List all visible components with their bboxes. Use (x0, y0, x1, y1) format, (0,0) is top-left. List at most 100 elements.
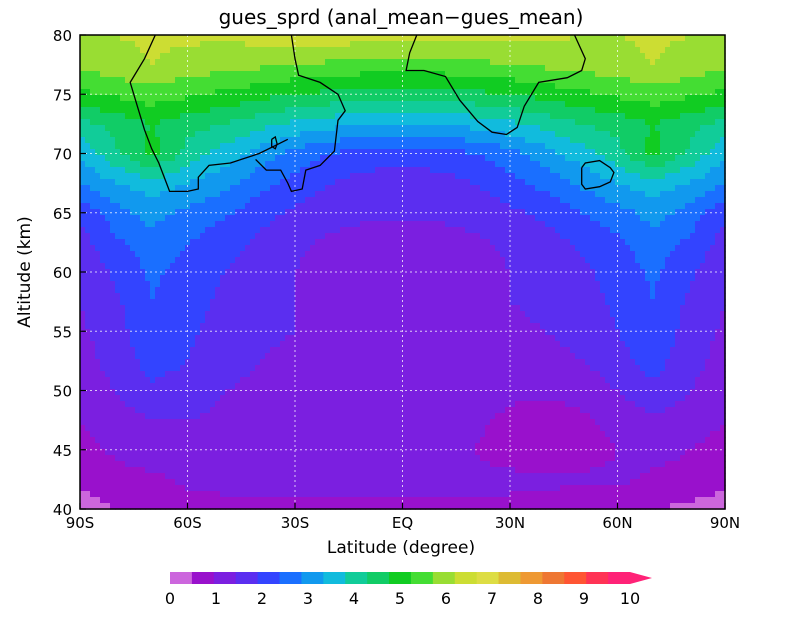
contour-cell (635, 119, 641, 126)
contour-cell (625, 53, 631, 60)
contour-cell (675, 137, 681, 144)
contour-cell (150, 197, 156, 204)
contour-cell (120, 191, 126, 198)
contour-cell (395, 107, 401, 114)
contour-cell (215, 47, 221, 54)
contour-cell (330, 221, 336, 228)
contour-cell (205, 191, 211, 198)
contour-cell (495, 149, 501, 156)
contour-cell (530, 71, 536, 78)
contour-cell (310, 119, 316, 126)
contour-cell (310, 143, 316, 150)
contour-cell (505, 179, 511, 186)
contour-cell (340, 263, 346, 270)
contour-cell (195, 257, 201, 264)
contour-cell (445, 149, 451, 156)
contour-cell (625, 77, 631, 84)
contour-cell (390, 155, 396, 162)
contour-cell (630, 131, 636, 138)
contour-cell (155, 161, 161, 168)
contour-cell (315, 191, 321, 198)
contour-cell (95, 215, 101, 222)
contour-cell (675, 65, 681, 72)
contour-cell (105, 143, 111, 150)
contour-cell (520, 155, 526, 162)
contour-cell (590, 71, 596, 78)
contour-cell (415, 173, 421, 180)
contour-cell (605, 155, 611, 162)
contour-cell (620, 119, 626, 126)
contour-cell (485, 59, 491, 66)
contour-cell (245, 89, 251, 96)
contour-cell (690, 161, 696, 168)
contour-cell (360, 197, 366, 204)
contour-cell (480, 113, 486, 120)
contour-cell (355, 53, 361, 60)
contour-cell (700, 203, 706, 210)
contour-cell (310, 107, 316, 114)
contour-cell (255, 251, 261, 258)
contour-cell (510, 179, 516, 186)
contour-cell (525, 257, 531, 264)
contour-cell (665, 155, 671, 162)
contour-cell (520, 173, 526, 180)
contour-cell (650, 53, 656, 60)
contour-cell (375, 209, 381, 216)
contour-cell (495, 263, 501, 270)
contour-cell (190, 263, 196, 270)
contour-cell (120, 161, 126, 168)
contour-cell (540, 155, 546, 162)
contour-cell (395, 131, 401, 138)
contour-cell (170, 197, 176, 204)
contour-cell (425, 197, 431, 204)
contour-cell (135, 257, 141, 264)
contour-cell (495, 191, 501, 198)
contour-cell (260, 89, 266, 96)
contour-cell (85, 125, 91, 132)
contour-cell (325, 149, 331, 156)
contour-cell (115, 167, 121, 174)
contour-cell (195, 47, 201, 54)
contour-cell (225, 119, 231, 126)
contour-cell (210, 215, 216, 222)
contour-cell (440, 53, 446, 60)
contour-cell (285, 77, 291, 84)
contour-cell (160, 65, 166, 72)
contour-cell (710, 185, 716, 192)
contour-cell (415, 77, 421, 84)
contour-cell (175, 161, 181, 168)
contour-cell (330, 167, 336, 174)
contour-cell (695, 131, 701, 138)
contour-cell (165, 257, 171, 264)
contour-cell (120, 95, 126, 102)
contour-cell (660, 59, 666, 66)
contour-cell (455, 35, 461, 42)
contour-cell (205, 131, 211, 138)
contour-cell (390, 203, 396, 210)
contour-cell (130, 125, 136, 132)
contour-cell (410, 215, 416, 222)
contour-cell (90, 179, 96, 186)
contour-cell (435, 263, 441, 270)
contour-cell (360, 131, 366, 138)
contour-cell (705, 257, 711, 264)
contour-cell (350, 101, 356, 108)
contour-cell (635, 143, 641, 150)
contour-cell (325, 197, 331, 204)
contour-cell (415, 47, 421, 54)
contour-cell (170, 59, 176, 66)
contour-cell (220, 245, 226, 252)
contour-cell (100, 113, 106, 120)
contour-cell (390, 233, 396, 240)
contour-cell (135, 167, 141, 174)
contour-cell (640, 137, 646, 144)
contour-cell (130, 197, 136, 204)
contour-cell (190, 47, 196, 54)
contour-cell (705, 149, 711, 156)
contour-cell (515, 101, 521, 108)
contour-cell (620, 179, 626, 186)
contour-cell (430, 59, 436, 66)
contour-cell (85, 257, 91, 264)
contour-cell (630, 119, 636, 126)
contour-cell (575, 47, 581, 54)
